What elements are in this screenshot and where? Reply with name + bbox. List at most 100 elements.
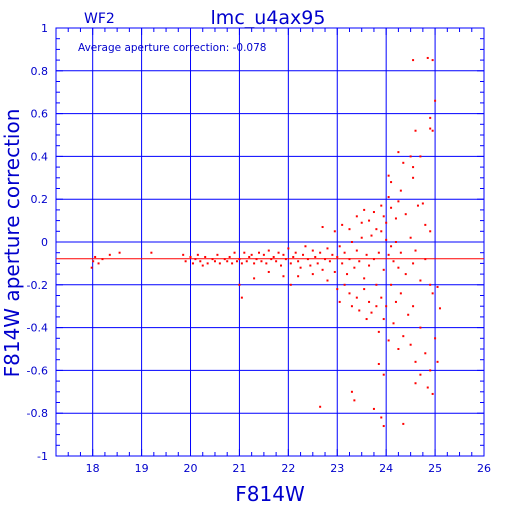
data-point xyxy=(368,300,371,303)
y-tick-label: 0.8 xyxy=(31,65,49,78)
data-point xyxy=(424,258,427,261)
data-point xyxy=(321,268,324,271)
data-point xyxy=(346,273,349,276)
data-point xyxy=(304,245,307,248)
data-point xyxy=(275,260,278,263)
data-point xyxy=(360,236,363,239)
data-point xyxy=(382,215,385,218)
data-point xyxy=(412,166,415,169)
data-point xyxy=(336,288,339,291)
y-tick-label: -0.4 xyxy=(27,322,48,335)
data-point xyxy=(250,253,253,256)
y-tick-label: -0.6 xyxy=(27,364,48,377)
x-tick-label: 26 xyxy=(477,462,491,475)
data-point xyxy=(402,335,405,338)
data-point xyxy=(306,258,309,261)
data-point xyxy=(90,266,93,269)
data-point xyxy=(414,382,417,385)
data-point xyxy=(392,322,395,325)
data-point xyxy=(333,230,336,233)
data-point xyxy=(414,129,417,132)
data-point xyxy=(419,279,422,282)
chip-label: WF2 xyxy=(84,11,115,27)
data-point xyxy=(226,260,229,263)
data-point xyxy=(375,283,378,286)
data-point xyxy=(338,300,341,303)
data-point xyxy=(370,311,373,314)
data-point xyxy=(365,253,368,256)
data-point xyxy=(319,251,322,254)
data-point xyxy=(409,343,412,346)
data-point xyxy=(287,247,290,250)
data-point xyxy=(412,262,415,265)
data-point xyxy=(377,251,380,254)
data-point xyxy=(284,258,287,261)
data-point xyxy=(399,251,402,254)
data-point xyxy=(201,264,204,267)
y-tick-label: 0 xyxy=(41,236,48,249)
data-point xyxy=(353,266,356,269)
data-point xyxy=(377,330,380,333)
data-point xyxy=(245,260,248,263)
data-point xyxy=(267,270,270,273)
data-point xyxy=(326,247,329,250)
data-point xyxy=(238,283,241,286)
data-point xyxy=(253,277,256,280)
data-point xyxy=(412,305,415,308)
x-tick-label: 25 xyxy=(428,462,442,475)
data-point xyxy=(223,258,226,261)
data-point xyxy=(421,202,424,205)
data-point xyxy=(390,181,393,184)
data-point xyxy=(348,292,351,295)
data-point xyxy=(414,249,417,252)
y-tick-label: 0.6 xyxy=(31,108,49,121)
data-point xyxy=(350,305,353,308)
data-point xyxy=(390,283,393,286)
data-point xyxy=(377,362,380,365)
data-point xyxy=(338,245,341,248)
data-point xyxy=(380,204,383,207)
data-point xyxy=(382,318,385,321)
data-point xyxy=(363,288,366,291)
data-point xyxy=(150,251,153,254)
data-point xyxy=(363,208,366,211)
data-point xyxy=(353,399,356,402)
x-axis-label: F814W xyxy=(235,482,305,506)
y-tick-label: 1 xyxy=(41,22,48,35)
data-point xyxy=(382,425,385,428)
data-point xyxy=(324,258,327,261)
data-point xyxy=(350,390,353,393)
data-point xyxy=(348,228,351,231)
data-point xyxy=(385,305,388,308)
chart-title: lmc_u4ax95 xyxy=(211,7,326,29)
y-tick-label: -0.8 xyxy=(27,407,48,420)
data-point xyxy=(333,270,336,273)
data-point xyxy=(309,264,312,267)
data-point xyxy=(311,273,314,276)
data-point xyxy=(255,258,258,261)
data-point xyxy=(394,300,397,303)
data-point xyxy=(416,204,419,207)
data-point xyxy=(297,275,300,278)
data-point xyxy=(404,273,407,276)
data-point xyxy=(348,258,351,261)
data-point xyxy=(321,226,324,229)
data-point xyxy=(375,305,378,308)
data-point xyxy=(385,221,388,224)
x-tick-label: 23 xyxy=(330,462,344,475)
data-point xyxy=(368,264,371,267)
data-point xyxy=(319,405,322,408)
data-point xyxy=(426,56,429,59)
data-point xyxy=(216,253,219,256)
x-tick-label: 19 xyxy=(135,462,149,475)
data-point xyxy=(231,262,234,265)
data-point xyxy=(182,253,185,256)
data-point xyxy=(343,283,346,286)
data-point xyxy=(431,59,434,62)
data-point xyxy=(436,285,439,288)
data-point xyxy=(282,253,285,256)
data-point xyxy=(260,260,263,263)
data-point xyxy=(294,251,297,254)
x-tick-label: 20 xyxy=(184,462,198,475)
data-point xyxy=(341,262,344,265)
